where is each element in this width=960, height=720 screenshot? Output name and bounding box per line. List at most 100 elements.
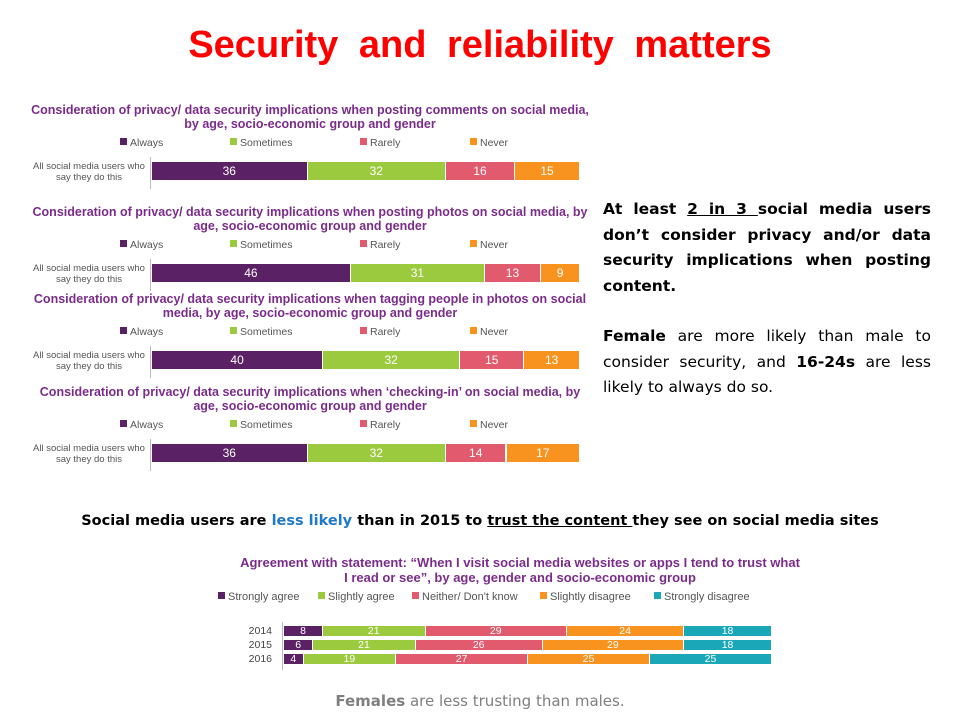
legend: Always Sometimes Rarely Never xyxy=(30,239,590,253)
legend-swatch xyxy=(412,592,419,599)
legend-label: Always xyxy=(130,419,164,431)
legend-swatch xyxy=(230,327,237,334)
legend-item-sometimes: Sometimes xyxy=(230,239,293,251)
legend-label: Sometimes xyxy=(240,137,293,149)
axis-line xyxy=(150,157,151,189)
legend-label: Sometimes xyxy=(240,239,293,251)
legend-label: Rarely xyxy=(370,239,401,251)
legend-swatch xyxy=(318,592,325,599)
trust-axis-line xyxy=(282,622,283,670)
legend-item-never: Never xyxy=(470,419,508,431)
legend-item-always: Always xyxy=(120,326,163,338)
legend-label: Always xyxy=(130,239,164,251)
legend-item-rarely: Rarely xyxy=(360,326,400,338)
legend-item-rarely: Rarely xyxy=(360,419,400,431)
row-label: All social media users who say they do t… xyxy=(33,443,145,465)
finding-gender-age: Female are more likely than male to cons… xyxy=(603,327,931,396)
year-label: 2016 xyxy=(248,653,272,665)
row-label: All social media users who say they do t… xyxy=(33,263,145,285)
legend-item-rarely: Rarely xyxy=(360,137,400,149)
legend-item-sometimes: Sometimes xyxy=(230,137,293,149)
trust-bar-2016-slightly-disagree: 25 xyxy=(528,654,650,665)
bar-rarely: 15 xyxy=(460,351,525,369)
legend-swatch xyxy=(230,240,237,247)
legend-swatch xyxy=(120,327,127,334)
trust-bar-2015-strongly-disagree: 18 xyxy=(684,640,772,651)
legend-item-always: Always xyxy=(120,419,163,431)
legend-label: Never xyxy=(480,239,509,251)
finding-two-in-three: At least 2 in 3 social media users don’t… xyxy=(603,200,931,295)
legend: Always Sometimes Rarely Never xyxy=(30,419,590,433)
privacy-chart-4: Consideration of privacy/ data security … xyxy=(30,385,590,471)
legend-swatch xyxy=(360,240,367,247)
legend-item-neither-don-t-know: Neither/ Don't know xyxy=(412,591,518,603)
legend-label: Never xyxy=(480,326,509,338)
legend-item-strongly-disagree: Strongly disagree xyxy=(654,591,750,603)
legend-item-always: Always xyxy=(120,137,163,149)
legend-item-never: Never xyxy=(470,239,508,251)
legend: Always Sometimes Rarely Never xyxy=(30,137,590,151)
legend-swatch xyxy=(360,327,367,334)
privacy-chart-2: Consideration of privacy/ data security … xyxy=(30,205,590,291)
legend-label: Rarely xyxy=(370,419,401,431)
privacy-chart-1: Consideration of privacy/ data security … xyxy=(30,103,590,189)
legend-swatch xyxy=(654,592,661,599)
legend-label: Rarely xyxy=(370,137,401,149)
bar-sometimes: 32 xyxy=(307,162,446,180)
axis-line xyxy=(150,439,151,471)
legend-item-never: Never xyxy=(470,137,508,149)
bar-always: 36 xyxy=(152,444,308,462)
legend: Always Sometimes Rarely Never xyxy=(30,326,590,340)
legend-item-slightly-agree: Slightly agree xyxy=(318,591,395,603)
chart-title: Consideration of privacy/ data security … xyxy=(33,292,587,320)
trust-bar-2014-slightly-agree: 21 xyxy=(323,626,426,637)
bar-rarely: 13 xyxy=(484,264,542,282)
trust-bar-2014-strongly-agree: 8 xyxy=(284,626,324,637)
legend-label: Never xyxy=(480,419,509,431)
bar-never: 9 xyxy=(541,264,580,282)
legend-swatch xyxy=(470,240,477,247)
footnote: Females are less trusting than males. xyxy=(335,692,625,710)
legend-label: Slightly agree xyxy=(328,591,395,603)
legend-swatch xyxy=(360,420,367,427)
legend-item-sometimes: Sometimes xyxy=(230,326,293,338)
legend-label: Rarely xyxy=(370,326,401,338)
chart-title: Consideration of privacy/ data security … xyxy=(32,205,588,233)
legend-label: Sometimes xyxy=(240,326,293,338)
bar-sometimes: 32 xyxy=(323,351,461,369)
legend-swatch xyxy=(230,420,237,427)
slide-title: Security and reliability matters xyxy=(188,24,772,66)
trust-bar-2016-strongly-disagree: 25 xyxy=(650,654,772,665)
trust-bar-2015-slightly-agree: 21 xyxy=(313,640,416,651)
legend-label: Strongly agree xyxy=(228,591,300,603)
legend-label: Sometimes xyxy=(240,419,293,431)
legend-swatch xyxy=(470,420,477,427)
trust-bar-2015-neither-don-t-know: 26 xyxy=(415,640,543,651)
bar-rarely: 14 xyxy=(445,444,507,462)
bar-always: 46 xyxy=(152,264,351,282)
year-label: 2015 xyxy=(248,639,272,651)
bar-always: 36 xyxy=(152,162,308,180)
legend-swatch xyxy=(120,420,127,427)
row-label: All social media users who say they do t… xyxy=(33,350,145,372)
legend-item-strongly-agree: Strongly agree xyxy=(218,591,300,603)
trust-bar-2014-slightly-disagree: 24 xyxy=(567,626,685,637)
trust-bar-2014-strongly-disagree: 18 xyxy=(684,626,772,637)
trust-chart-title: Agreement with statement: “When I visit … xyxy=(240,555,800,585)
chart-title: Consideration of privacy/ data security … xyxy=(31,103,589,131)
trust-bar-2015-slightly-disagree: 29 xyxy=(542,640,685,651)
bar-never: 13 xyxy=(524,351,580,369)
legend-item-always: Always xyxy=(120,239,163,251)
trust-heading: Social media users are less likely than … xyxy=(81,513,879,529)
axis-line xyxy=(150,346,151,378)
legend-swatch xyxy=(218,592,225,599)
bar-always: 40 xyxy=(152,351,324,369)
bar-sometimes: 31 xyxy=(350,264,485,282)
row-label: All social media users who say they do t… xyxy=(33,161,145,183)
legend-label: Always xyxy=(130,137,164,149)
legend-swatch xyxy=(470,138,477,145)
privacy-chart-3: Consideration of privacy/ data security … xyxy=(30,292,590,378)
legend-label: Neither/ Don't know xyxy=(422,591,518,603)
legend-item-never: Never xyxy=(470,326,508,338)
legend-swatch xyxy=(360,138,367,145)
